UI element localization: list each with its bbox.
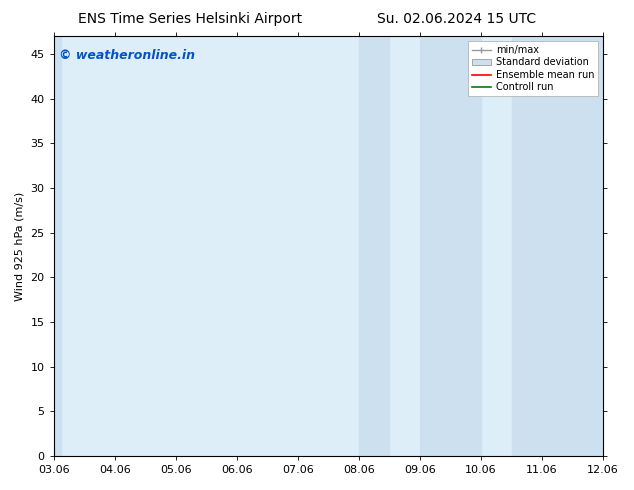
Bar — [359, 36, 389, 456]
Text: © weatheronline.in: © weatheronline.in — [59, 49, 195, 62]
Text: ENS Time Series Helsinki Airport: ENS Time Series Helsinki Airport — [78, 12, 302, 26]
Bar — [512, 36, 603, 456]
Legend: min/max, Standard deviation, Ensemble mean run, Controll run: min/max, Standard deviation, Ensemble me… — [468, 41, 598, 96]
Y-axis label: Wind 925 hPa (m/s): Wind 925 hPa (m/s) — [15, 192, 25, 301]
Bar — [54, 36, 61, 456]
Text: Su. 02.06.2024 15 UTC: Su. 02.06.2024 15 UTC — [377, 12, 536, 26]
Bar — [420, 36, 481, 456]
